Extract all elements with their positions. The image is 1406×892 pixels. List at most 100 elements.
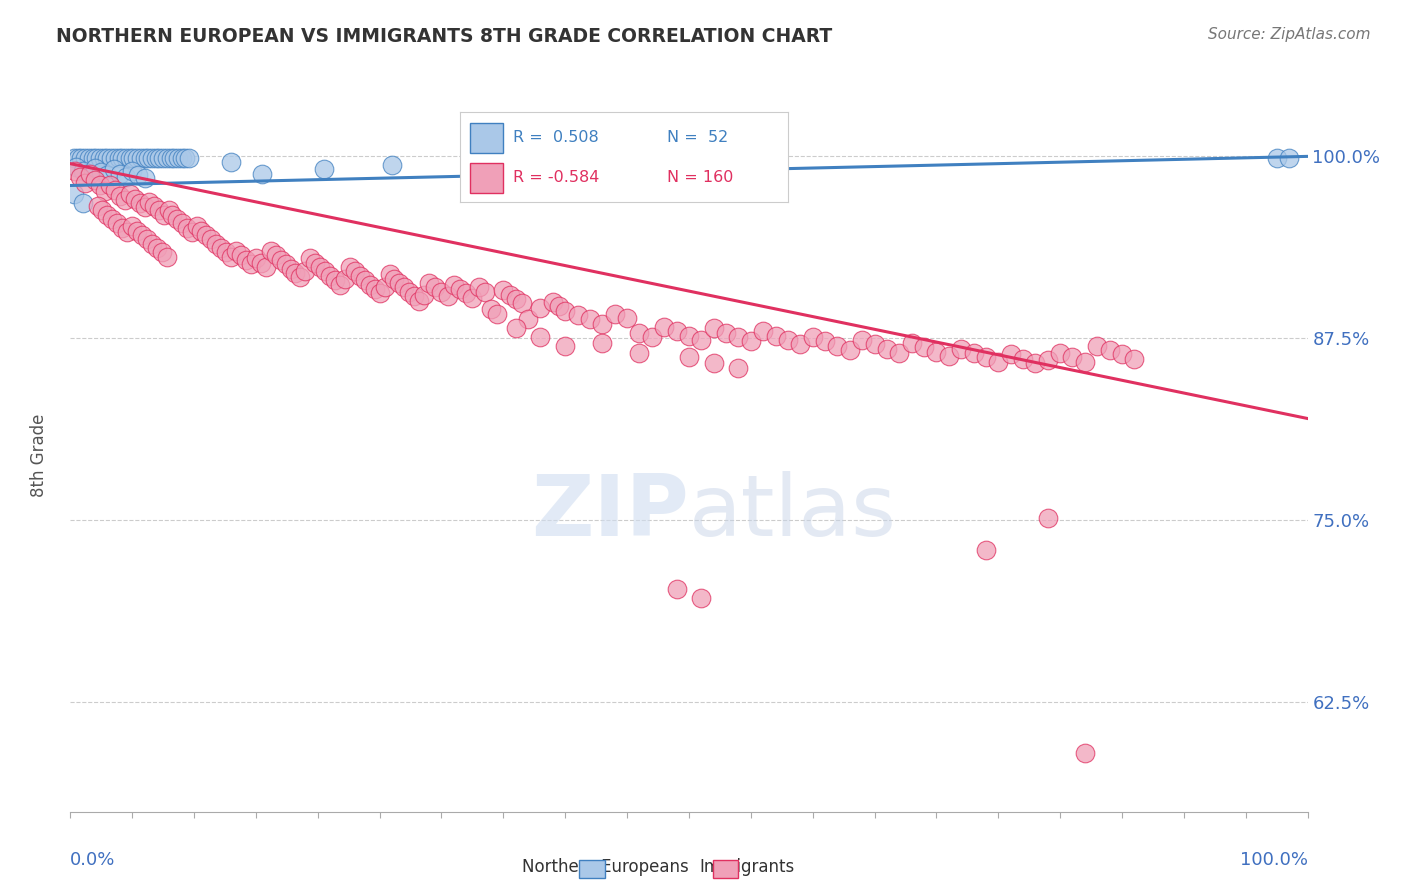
- Point: [408, 293, 430, 308]
- Point: [378, 268, 401, 282]
- Point: [134, 151, 156, 165]
- Point: [456, 286, 478, 301]
- Point: [312, 162, 335, 177]
- Point: [1000, 347, 1022, 361]
- Point: [141, 151, 163, 165]
- Point: [100, 151, 122, 165]
- Point: [505, 292, 527, 306]
- Point: [105, 216, 128, 230]
- Point: [517, 312, 540, 326]
- Point: [264, 248, 287, 262]
- Point: [245, 252, 267, 266]
- Point: [863, 337, 886, 351]
- Point: [299, 252, 322, 266]
- Point: [567, 308, 589, 322]
- Point: [98, 178, 121, 193]
- Point: [925, 344, 948, 359]
- Point: [579, 312, 602, 326]
- Point: [89, 178, 111, 193]
- Point: [229, 248, 252, 262]
- Point: [127, 169, 149, 183]
- Point: [121, 219, 143, 234]
- Point: [1062, 351, 1084, 365]
- Point: [115, 151, 138, 165]
- Point: [652, 319, 675, 334]
- Point: [801, 330, 824, 344]
- Point: [425, 280, 447, 294]
- Point: [84, 161, 107, 175]
- Point: [160, 208, 183, 222]
- Point: [486, 307, 509, 321]
- Point: [174, 151, 197, 165]
- Point: [146, 241, 169, 255]
- Point: [554, 303, 576, 318]
- Point: [91, 203, 114, 218]
- Point: [163, 151, 186, 165]
- Point: [628, 326, 651, 340]
- Text: 100.0%: 100.0%: [1240, 851, 1308, 869]
- Point: [541, 295, 564, 310]
- Point: [603, 307, 626, 321]
- Point: [727, 360, 749, 375]
- Point: [134, 200, 156, 214]
- Point: [129, 151, 152, 165]
- Point: [274, 257, 297, 271]
- Point: [167, 151, 190, 165]
- Point: [111, 220, 134, 235]
- Point: [75, 176, 97, 190]
- Point: [69, 169, 91, 184]
- Point: [374, 280, 396, 294]
- Point: [260, 244, 283, 258]
- Point: [776, 333, 799, 347]
- Point: [678, 351, 700, 365]
- Point: [436, 289, 458, 303]
- Point: [96, 151, 118, 165]
- Point: [63, 151, 86, 165]
- Point: [136, 151, 159, 165]
- Text: 8th Grade: 8th Grade: [31, 413, 48, 497]
- Point: [124, 192, 146, 206]
- Point: [1049, 346, 1071, 360]
- Point: [765, 328, 787, 343]
- Point: [156, 151, 179, 165]
- Text: NORTHERN EUROPEAN VS IMMIGRANTS 8TH GRADE CORRELATION CHART: NORTHERN EUROPEAN VS IMMIGRANTS 8TH GRAD…: [56, 27, 832, 45]
- Point: [492, 284, 515, 298]
- Point: [152, 151, 174, 165]
- Point: [665, 324, 688, 338]
- Point: [1278, 151, 1301, 165]
- Point: [353, 273, 375, 287]
- Point: [159, 151, 181, 165]
- Point: [443, 277, 465, 292]
- Point: [250, 167, 273, 181]
- Point: [134, 171, 156, 186]
- Point: [628, 346, 651, 360]
- Point: [1085, 339, 1108, 353]
- Point: [665, 582, 688, 596]
- Point: [319, 268, 342, 283]
- Point: [789, 337, 811, 351]
- Point: [1123, 351, 1146, 366]
- Point: [190, 224, 212, 238]
- Point: [1074, 747, 1097, 761]
- Point: [63, 187, 86, 202]
- Point: [740, 334, 762, 349]
- Point: [93, 151, 115, 165]
- Point: [616, 311, 638, 326]
- Point: [591, 317, 613, 331]
- Point: [101, 212, 124, 227]
- Point: [384, 271, 406, 285]
- Point: [690, 333, 713, 347]
- Point: [838, 343, 860, 357]
- Text: Immigrants: Immigrants: [699, 858, 794, 876]
- Point: [1098, 343, 1121, 357]
- Point: [121, 164, 143, 178]
- Point: [333, 271, 356, 285]
- Point: [104, 183, 127, 197]
- Point: [1074, 355, 1097, 369]
- Point: [96, 169, 118, 183]
- Text: atlas: atlas: [689, 470, 897, 554]
- Point: [114, 193, 136, 207]
- Point: [122, 151, 145, 165]
- Point: [254, 260, 277, 274]
- Point: [225, 244, 247, 258]
